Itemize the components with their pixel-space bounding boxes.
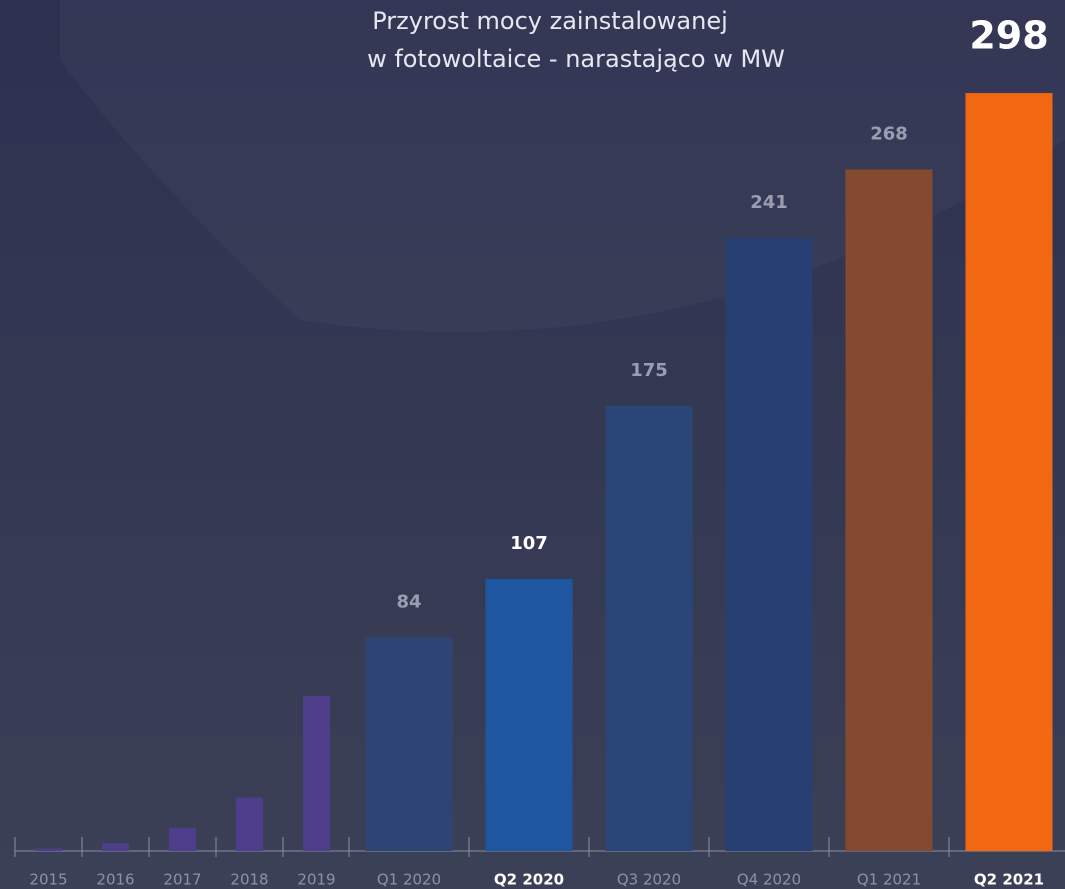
value-label: 175 — [630, 360, 668, 381]
bar — [169, 828, 196, 851]
chart-title: Przyrost mocy zainstalowanej — [372, 7, 728, 35]
x-tick-label: Q2 2021 — [974, 871, 1044, 889]
x-tick-label: 2016 — [96, 871, 134, 889]
bar — [965, 93, 1053, 851]
x-tick-label: 2015 — [29, 871, 67, 889]
bar — [303, 695, 330, 851]
bar — [102, 843, 129, 851]
x-tick-label: Q2 2020 — [494, 871, 564, 889]
x-tick-label: Q3 2020 — [617, 871, 681, 889]
x-tick-label: 2019 — [297, 871, 335, 889]
bar — [605, 405, 693, 851]
x-tick-label: Q1 2021 — [857, 871, 921, 889]
chart-title: w fotowoltaice - narastająco w MW — [367, 45, 785, 73]
bar — [35, 848, 62, 851]
x-tick-label: Q1 2020 — [377, 871, 441, 889]
value-label: 241 — [750, 192, 788, 213]
value-label: 268 — [870, 123, 908, 144]
x-tick-label: 2018 — [230, 871, 268, 889]
bar — [485, 578, 573, 851]
value-label: 298 — [969, 14, 1048, 58]
bar — [845, 169, 933, 852]
bar — [365, 637, 453, 851]
bar — [725, 238, 813, 852]
value-label: 84 — [396, 591, 421, 612]
x-tick-label: 2017 — [163, 871, 201, 889]
value-label: 107 — [510, 533, 548, 554]
x-tick-label: Q4 2020 — [737, 871, 801, 889]
bar — [236, 797, 263, 851]
